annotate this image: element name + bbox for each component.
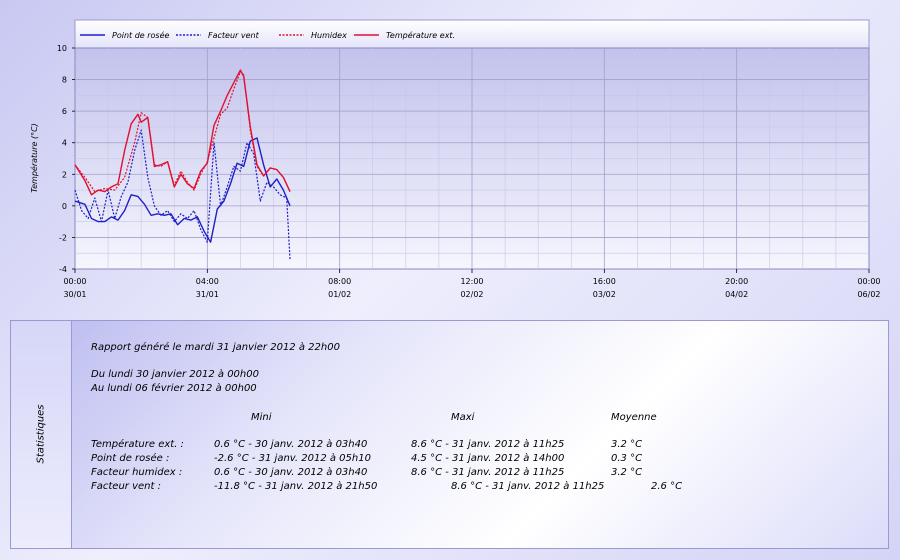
x-tick-time-label: 04:00 [196,277,219,286]
x-tick-time-label: 08:00 [328,277,351,286]
y-tick-label: -4 [59,265,67,274]
stats-row-maxi: 8.6 °C - 31 janv. 2012 à 11h25 [411,467,565,478]
temperature-chart: Point de rosée Facteur vent Humidex Tempéra… [29,19,881,299]
y-tick-label: 2 [62,170,67,179]
stats-row-maxi: 8.6 °C - 31 janv. 2012 à 11h25 [411,439,565,450]
y-tick-label: 0 [62,202,67,211]
x-tick-time-label: 20:00 [725,277,748,286]
x-tick-time-label: 16:00 [593,277,616,286]
stats-row-mini: 0.6 °C - 30 janv. 2012 à 03h40 [214,439,368,450]
stats-row-maxi: 8.6 °C - 31 janv. 2012 à 11h25 [451,481,605,492]
x-tick-date-label: 30/01 [63,290,86,299]
stats-row-label: Température ext. : [91,439,184,450]
x-tick-date-label: 03/02 [593,290,616,299]
x-tick-time-label: 12:00 [460,277,483,286]
legend-label: Humidex [311,31,347,40]
stats-row-mini: 0.6 °C - 30 janv. 2012 à 03h40 [214,467,368,478]
legend-label: Point de rosée [112,30,170,40]
stats-row-label: Facteur humidex : [91,467,183,478]
legend-label: Facteur vent [208,31,260,40]
legend-label: Température ext. [386,30,455,40]
column-header-mini: Mini [251,412,272,423]
y-axis-label: Température (°C) [29,123,39,193]
stats-row-maxi: 4.5 °C - 31 janv. 2012 à 14h00 [411,453,565,464]
series-line [74,129,291,260]
stats-row-moyenne: 0.3 °C [611,453,643,464]
y-tick-label: 6 [62,107,67,116]
x-tick-date-label: 06/02 [857,290,880,299]
period-start: Du lundi 30 janvier 2012 à 00h00 [91,369,259,380]
stats-row-moyenne: 3.2 °C [611,439,643,450]
series-line [74,71,291,193]
x-tick-date-label: 31/01 [196,290,219,299]
x-tick-date-label: 04/02 [725,290,748,299]
x-tick-date-label: 01/02 [328,290,351,299]
x-tick-date-label: 02/02 [460,290,483,299]
chart-panel: Point de rosée Facteur vent Humidex Tempéra… [29,19,881,299]
stats-row-moyenne: 2.6 °C [651,481,683,492]
stats-row-mini: -11.8 °C - 31 janv. 2012 à 21h50 [214,481,378,492]
column-header-maxi: Maxi [451,412,475,423]
stats-row-label: Point de rosée : [91,453,170,464]
x-tick-time-label: 00:00 [857,277,880,286]
x-tick-time-label: 00:00 [63,277,86,286]
column-header-moyenne: Moyenne [611,412,657,423]
series-line [74,137,291,243]
y-tick-label: 8 [62,76,67,85]
series-line [74,69,291,196]
stats-row-label: Facteur vent : [91,481,161,492]
y-tick-label: -2 [59,233,67,242]
y-tick-label: 10 [57,44,67,53]
stats-row-moyenne: 3.2 °C [611,467,643,478]
report-generated-line: Rapport généré le mardi 31 janvier 2012 … [91,342,340,353]
y-tick-label: 4 [62,139,67,148]
statistics-panel: Statistiques Rapport généré le mardi 31 … [10,320,889,549]
statistics-sidebar-label: Statistiques [35,404,47,464]
statistics-sidebar: Statistiques [11,321,72,548]
stats-row-mini: -2.6 °C - 31 janv. 2012 à 05h10 [214,453,371,464]
legend-box [74,19,870,49]
period-end: Au lundi 06 février 2012 à 00h00 [91,383,257,394]
